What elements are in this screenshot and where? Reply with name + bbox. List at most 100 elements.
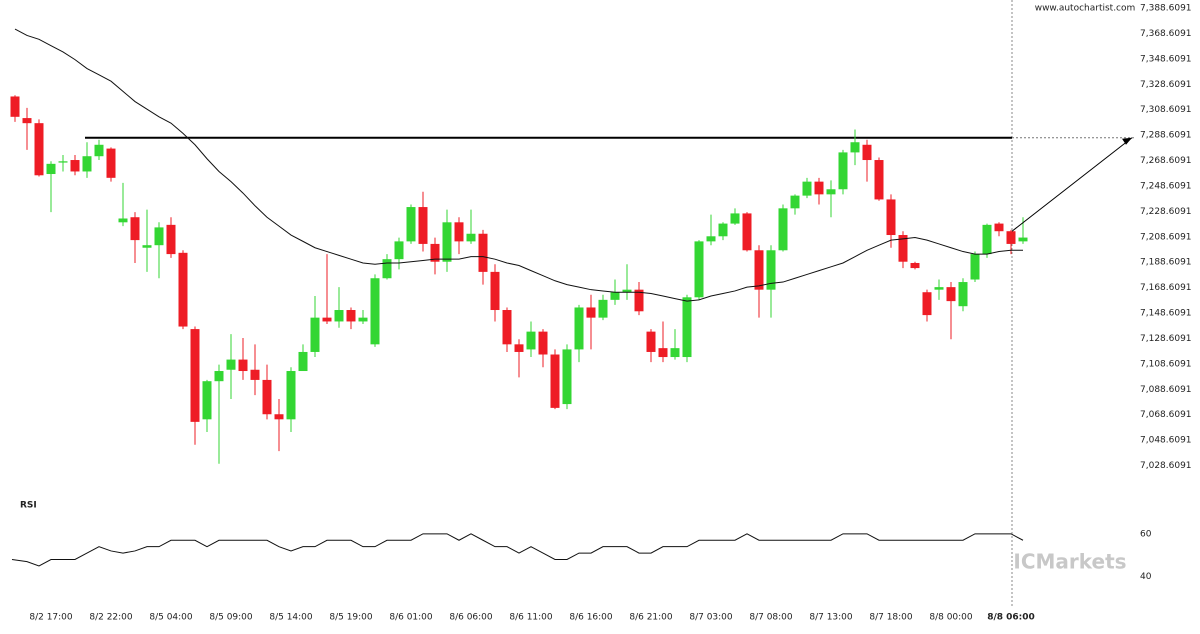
candle-body	[46, 163, 56, 175]
candle-body	[898, 235, 908, 262]
candle-body	[310, 317, 320, 352]
y-tick-label: 7,388.6091	[1140, 4, 1192, 14]
candle-body	[874, 160, 884, 200]
candle-body	[154, 227, 164, 246]
forecast-arrow	[1011, 137, 1133, 232]
x-tick-label: 8/7 08:00	[749, 613, 793, 623]
candle-body	[814, 181, 824, 195]
candle-body	[34, 123, 44, 176]
candle-body	[178, 252, 188, 327]
brand-logo: ICMarkets	[1013, 550, 1126, 574]
candle-body	[118, 218, 128, 223]
candle-body	[346, 310, 356, 322]
candle-body	[970, 254, 980, 280]
candle-body	[298, 351, 308, 372]
candle-body	[106, 148, 116, 178]
candle-body	[526, 331, 536, 350]
candle-body	[190, 329, 200, 422]
x-tick-label: 8/2 22:00	[89, 613, 133, 623]
x-tick-label: 8/8 06:00	[987, 613, 1035, 623]
candle-body	[406, 207, 416, 242]
candle-body	[478, 233, 488, 272]
candle-body	[562, 349, 572, 405]
y-tick-label: 7,248.6091	[1140, 181, 1192, 191]
y-tick-label: 7,148.6091	[1140, 309, 1192, 319]
candle-body	[430, 243, 440, 262]
candle-body	[22, 118, 32, 124]
y-tick-label: 7,048.6091	[1140, 436, 1192, 446]
y-tick-label: 7,308.6091	[1140, 105, 1192, 115]
candle-body	[646, 331, 656, 352]
candle-body	[622, 289, 632, 293]
candle-body	[250, 369, 260, 380]
y-tick-label: 7,208.6091	[1140, 232, 1192, 242]
candle-body	[778, 208, 788, 251]
candle-body	[94, 144, 104, 157]
y-tick-label: 7,088.6091	[1140, 385, 1192, 395]
moving-average-line	[14, 28, 1023, 302]
candle-body	[334, 310, 344, 322]
candle-body	[58, 161, 68, 163]
candle-body	[730, 213, 740, 224]
y-tick-label: 7,128.6091	[1140, 334, 1192, 344]
candle-body	[1006, 231, 1016, 244]
watermark: www.autochartist.com	[1035, 4, 1136, 14]
candle-body	[142, 245, 152, 248]
candle-body	[682, 297, 692, 358]
candle-body	[418, 207, 428, 244]
candle-body	[262, 379, 272, 415]
candle-body	[694, 241, 704, 298]
candle-body	[790, 195, 800, 209]
rsi-line	[11, 533, 1024, 567]
candle-body	[586, 307, 596, 318]
candle-body	[910, 262, 920, 269]
candle-body	[466, 233, 476, 242]
candle-body	[382, 259, 392, 279]
x-tick-label: 8/2 17:00	[29, 613, 73, 623]
rsi-tick-label: 60	[1140, 529, 1152, 539]
candle-body	[214, 371, 224, 382]
candle-body	[514, 344, 524, 352]
y-tick-label: 7,028.6091	[1140, 461, 1192, 471]
candle-body	[70, 160, 80, 172]
candle-body	[490, 271, 500, 311]
candle-body	[958, 282, 968, 307]
candle-body	[850, 142, 860, 153]
candle-body	[826, 189, 836, 195]
y-tick-label: 7,268.6091	[1140, 156, 1192, 166]
candle-body	[550, 354, 560, 408]
candle-body	[370, 278, 380, 345]
candle-body	[202, 381, 212, 420]
x-tick-label: 8/5 04:00	[149, 613, 193, 623]
candle-body	[670, 348, 680, 358]
candle-body	[634, 289, 644, 312]
candle-body	[322, 317, 332, 322]
x-tick-label: 8/5 09:00	[209, 613, 253, 623]
x-tick-label: 8/7 03:00	[689, 613, 733, 623]
candle-body	[802, 181, 812, 196]
forecast-arrowhead	[1122, 137, 1132, 145]
candle-body	[598, 299, 608, 318]
y-tick-label: 7,348.6091	[1140, 54, 1192, 64]
y-tick-label: 7,068.6091	[1140, 410, 1192, 420]
candle-body	[166, 224, 176, 255]
y-tick-label: 7,108.6091	[1140, 359, 1192, 369]
candle-body	[574, 307, 584, 350]
candle-body	[754, 250, 764, 290]
candle-body	[538, 331, 548, 355]
x-tick-label: 8/8 00:00	[929, 613, 973, 623]
x-tick-label: 8/5 19:00	[329, 613, 373, 623]
candle-body	[658, 348, 668, 358]
x-tick-label: 8/6 06:00	[449, 613, 493, 623]
candle-body	[946, 287, 956, 302]
x-tick-label: 8/6 11:00	[509, 613, 553, 623]
candle-body	[862, 144, 872, 161]
candle-body	[130, 217, 140, 241]
candle-body	[718, 223, 728, 237]
candle-body	[742, 213, 752, 251]
x-tick-label: 8/6 21:00	[629, 613, 673, 623]
x-tick-label: 8/6 01:00	[389, 613, 433, 623]
candle-body	[706, 236, 716, 242]
candle-body	[1018, 237, 1028, 242]
